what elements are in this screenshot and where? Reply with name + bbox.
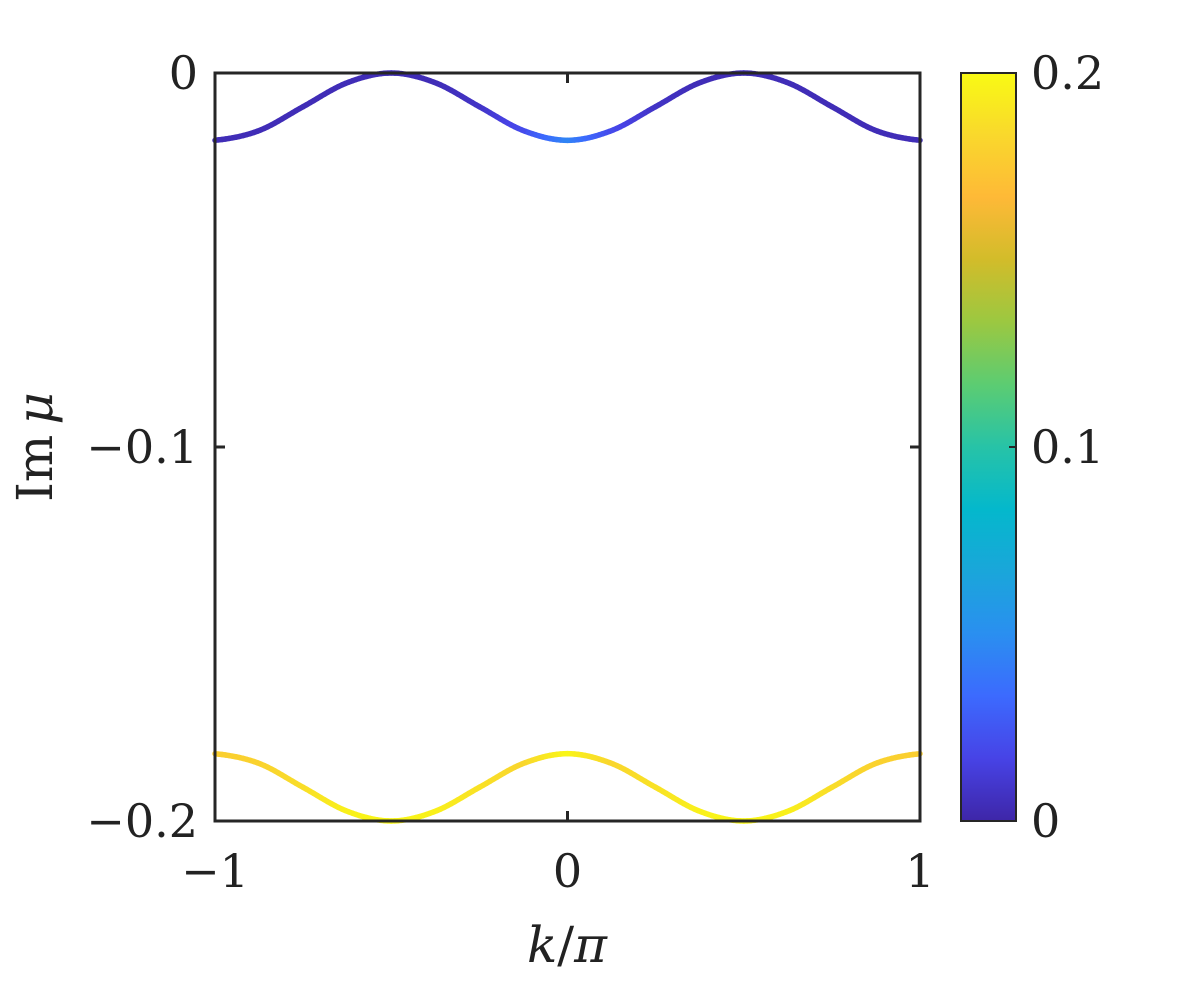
series-2-point	[697, 808, 703, 814]
series-2-point	[256, 760, 262, 766]
plot-frame	[213, 71, 922, 823]
y-axis-label: Imμ	[6, 392, 64, 502]
colorbar-tick-label: 0.2	[1031, 46, 1104, 100]
y-tick-label: 0	[169, 46, 198, 100]
plot-background	[215, 73, 920, 821]
series-2-point	[565, 751, 570, 757]
series-2-point	[300, 784, 306, 790]
series-1-point	[873, 128, 879, 134]
series-2-point	[344, 808, 350, 814]
colorbar-gradient	[960, 72, 1017, 822]
series-1-point	[344, 80, 350, 86]
x-tick-label: −1	[181, 844, 249, 898]
series-1-point	[785, 80, 791, 86]
series-1-point	[256, 128, 262, 134]
series-1-point	[697, 80, 703, 86]
colorbar: 0.2 0.1 0	[960, 46, 1104, 848]
series-2-point	[520, 760, 526, 766]
series-1-point	[432, 80, 438, 86]
series-2-point	[873, 760, 879, 766]
series-1-point	[829, 104, 835, 110]
series-2-point	[476, 784, 482, 790]
series-1-point	[300, 104, 306, 110]
series-1-point	[653, 104, 659, 110]
x-tick-label: 0	[553, 844, 582, 898]
series-2-point	[653, 784, 659, 790]
series-1-point	[565, 137, 570, 143]
colorbar-tick-label: 0	[1031, 794, 1060, 848]
series-2-point	[609, 760, 615, 766]
x-axis-label: k/π	[527, 916, 608, 974]
series-2-point	[785, 808, 791, 814]
series-2-point	[432, 808, 438, 814]
series-1-point	[476, 104, 482, 110]
series-2-point	[829, 784, 835, 790]
series-1-point	[609, 128, 615, 134]
series-1-point	[520, 128, 526, 134]
y-tick-label: −0.1	[86, 420, 198, 474]
colorbar-tick-label: 0.1	[1031, 420, 1104, 474]
x-tick-label: 1	[905, 844, 934, 898]
y-tick-label: −0.2	[86, 794, 198, 848]
